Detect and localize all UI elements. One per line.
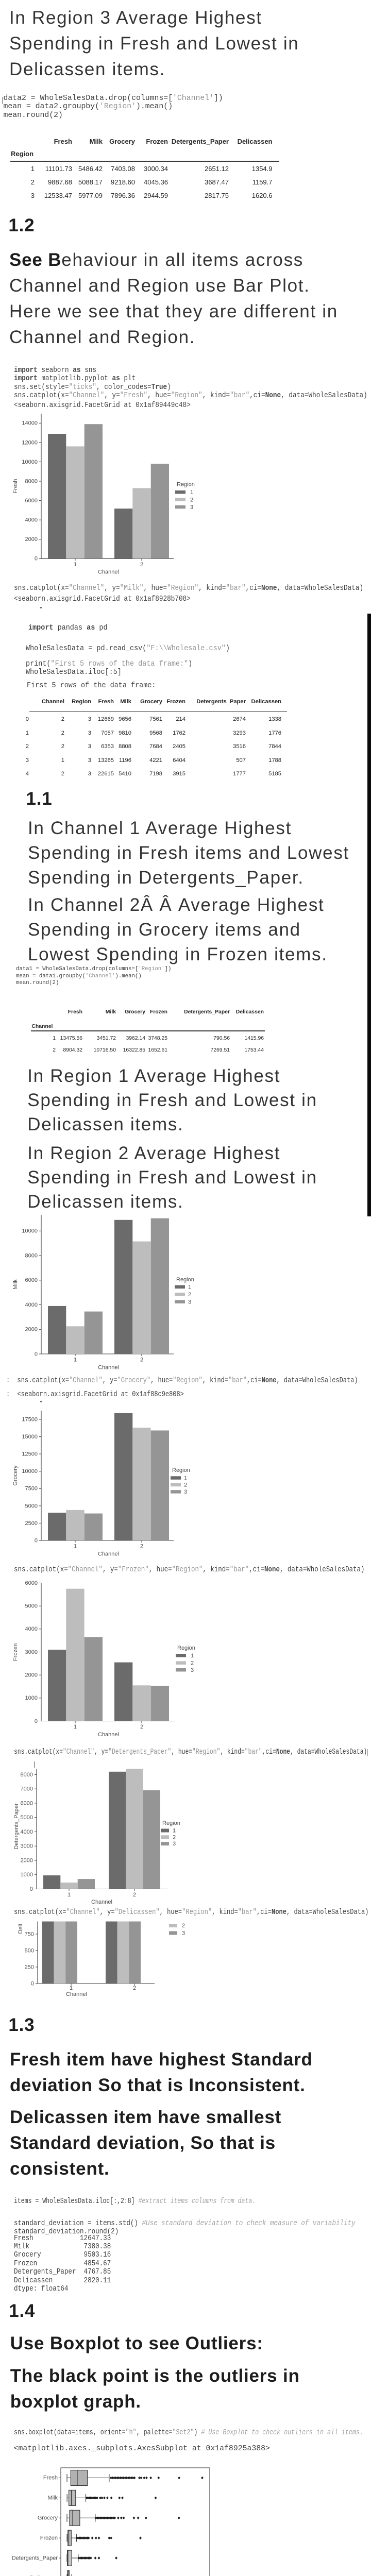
svg-text:8000: 8000 [21, 1772, 33, 1778]
svg-text:2500: 2500 [25, 1520, 38, 1527]
svg-text:Milk: Milk [47, 2495, 58, 2501]
svg-text:2: 2 [190, 497, 193, 503]
svg-text:1: 1 [191, 1653, 194, 1659]
svg-text:7500: 7500 [25, 1486, 38, 1492]
svg-text:1: 1 [74, 1357, 77, 1363]
svg-text:2: 2 [188, 1292, 191, 1298]
svg-text:3: 3 [173, 1841, 176, 1847]
svg-text:Region: Region [172, 1467, 190, 1473]
svg-text:1000: 1000 [25, 1695, 38, 1701]
svg-text:Channel: Channel [91, 1899, 112, 1905]
svg-text:Milk: Milk [12, 1279, 19, 1290]
svg-text:Detergents_Paper: Detergents_Paper [12, 2555, 58, 2561]
svg-text:2: 2 [133, 1985, 136, 1991]
svg-text:Detergents_Paper: Detergents_Paper [13, 1803, 20, 1850]
svg-text:Channel: Channel [98, 569, 119, 575]
svg-text:3000: 3000 [21, 1843, 33, 1850]
svg-text:1: 1 [74, 1544, 77, 1550]
svg-text:2000: 2000 [25, 1327, 38, 1333]
svg-text:Channel: Channel [98, 1551, 119, 1557]
svg-text:15000: 15000 [22, 1434, 38, 1440]
svg-text:17500: 17500 [22, 1416, 38, 1422]
svg-text:1: 1 [190, 489, 193, 496]
svg-text:2: 2 [184, 1482, 187, 1488]
svg-text:2000: 2000 [25, 536, 38, 543]
svg-text:5000: 5000 [25, 1603, 38, 1609]
svg-text:4000: 4000 [25, 517, 38, 523]
svg-text:1: 1 [68, 1892, 71, 1898]
svg-text:3: 3 [190, 504, 193, 511]
svg-text:5000: 5000 [21, 1815, 33, 1821]
svg-text:2: 2 [140, 1724, 143, 1730]
svg-text:6000: 6000 [25, 498, 38, 504]
svg-text:1: 1 [188, 1284, 191, 1291]
svg-text:250: 250 [25, 1964, 34, 1970]
svg-text:Region: Region [176, 1277, 194, 1283]
svg-text:Region: Region [177, 1645, 195, 1651]
svg-text:4000: 4000 [25, 1302, 38, 1308]
svg-text:3: 3 [191, 1667, 194, 1673]
svg-text:6000: 6000 [25, 1580, 38, 1586]
svg-text:10000: 10000 [22, 459, 38, 465]
svg-text:Region: Region [162, 1820, 180, 1826]
svg-text:2: 2 [140, 1544, 143, 1550]
svg-text:3: 3 [184, 1489, 187, 1495]
svg-text:0: 0 [35, 1351, 38, 1357]
svg-text:2: 2 [173, 1834, 176, 1840]
svg-text:1: 1 [74, 1724, 77, 1730]
svg-text:Grocery: Grocery [12, 1465, 19, 1486]
svg-text:10000: 10000 [22, 1468, 38, 1475]
svg-text:1000: 1000 [21, 1872, 33, 1878]
svg-text:8000: 8000 [25, 478, 38, 484]
svg-text:2000: 2000 [25, 1672, 38, 1679]
svg-text:8000: 8000 [25, 1252, 38, 1259]
svg-text:Grocery: Grocery [38, 2515, 58, 2521]
svg-text:2: 2 [133, 1892, 136, 1898]
svg-text:1: 1 [74, 562, 77, 568]
svg-text:500: 500 [25, 1947, 34, 1954]
svg-text:0: 0 [35, 1537, 38, 1544]
svg-text:0: 0 [31, 1980, 34, 1987]
svg-text:750: 750 [25, 1931, 34, 1937]
svg-text:5000: 5000 [25, 1503, 38, 1509]
svg-text:2: 2 [191, 1660, 194, 1666]
svg-text:Deli: Deli [18, 1924, 24, 1934]
svg-text:Channel: Channel [66, 1991, 87, 1997]
svg-text:1: 1 [70, 1985, 73, 1991]
svg-text:2: 2 [140, 562, 143, 568]
svg-text:3000: 3000 [25, 1649, 38, 1655]
svg-text:0: 0 [30, 1886, 33, 1892]
svg-text:2: 2 [140, 1357, 143, 1363]
svg-text:4000: 4000 [21, 1829, 33, 1835]
svg-text:0: 0 [35, 556, 38, 562]
svg-text:10000: 10000 [22, 1228, 38, 1234]
svg-text:0: 0 [35, 1718, 38, 1724]
svg-text:1: 1 [184, 1475, 187, 1481]
svg-text:Delicassen: Delicassen [30, 2575, 58, 2576]
svg-text:Channel: Channel [98, 1732, 119, 1738]
svg-text:Frozen: Frozen [40, 2535, 58, 2541]
svg-text:3: 3 [182, 1930, 185, 1937]
svg-text:14000: 14000 [22, 420, 38, 427]
svg-text:Fresh: Fresh [43, 2475, 58, 2481]
svg-text:2000: 2000 [21, 1857, 33, 1863]
svg-text:1: 1 [173, 1828, 176, 1834]
svg-text:Region: Region [177, 482, 195, 488]
svg-text:6000: 6000 [25, 1277, 38, 1283]
svg-text:Channel: Channel [98, 1364, 119, 1370]
svg-text:Fresh: Fresh [12, 479, 19, 494]
svg-text:4000: 4000 [25, 1626, 38, 1632]
svg-text:2: 2 [182, 1923, 185, 1929]
svg-text:3: 3 [188, 1299, 191, 1305]
svg-text:Frozen: Frozen [12, 1643, 19, 1661]
svg-text:12000: 12000 [22, 439, 38, 446]
svg-text:6000: 6000 [21, 1800, 33, 1806]
svg-text:12500: 12500 [22, 1451, 38, 1458]
svg-text:7000: 7000 [21, 1786, 33, 1792]
